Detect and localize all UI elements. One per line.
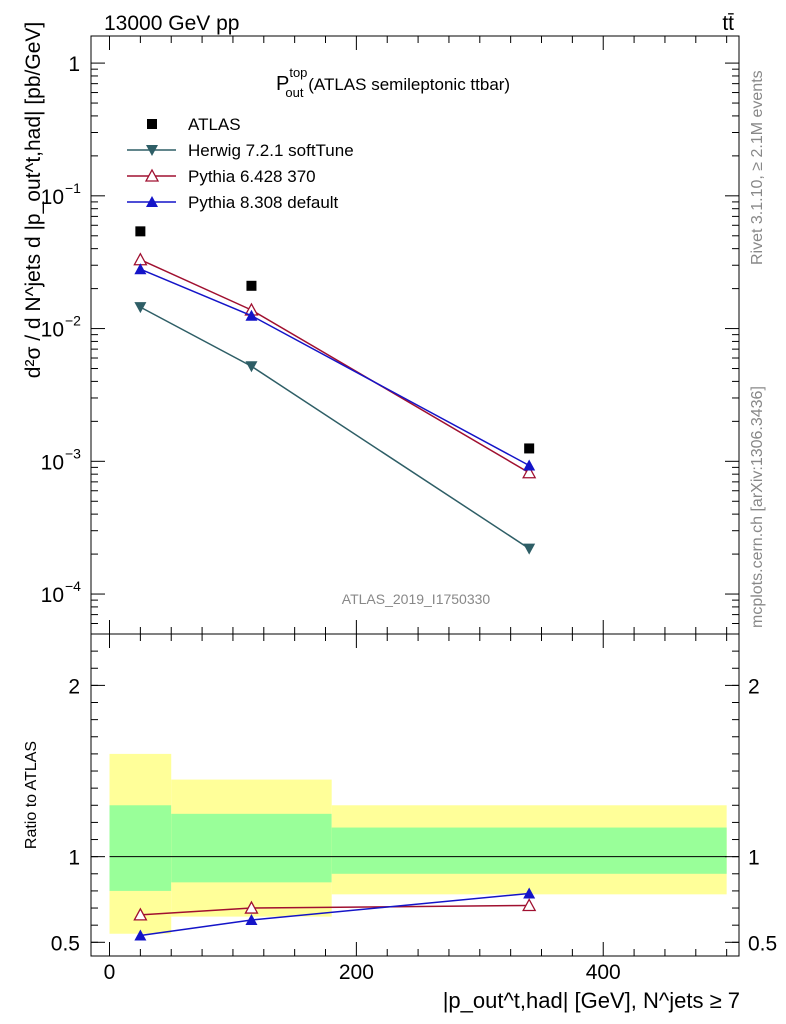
ratio-band-inner xyxy=(331,827,727,874)
main-point-herwig xyxy=(523,543,536,555)
legend: ATLAS Herwig 7.2.1 softTune Pythia 6.428 3… xyxy=(127,115,354,212)
plot-title-sup: top xyxy=(289,65,307,80)
main-y-tick-exponent: −3 xyxy=(65,445,81,461)
legend-label-herwig: Herwig 7.2.1 softTune xyxy=(188,141,354,160)
ratio-band-inner xyxy=(109,805,172,891)
main-y-tick-label: 1 xyxy=(68,53,80,76)
main-point-pythia8 xyxy=(245,309,258,321)
x-tick-label: 400 xyxy=(586,961,621,984)
plot-title-main: P xyxy=(276,73,289,95)
mcplots-label: mcplots.cern.ch [arXiv:1306.3436] xyxy=(749,386,766,628)
ratio-point-pythia6 xyxy=(244,900,259,914)
ratio-y-axis-label: Ratio to ATLAS xyxy=(23,741,40,849)
rivet-label: Rivet 3.1.10, ≥ 2.1M events xyxy=(749,70,766,265)
main-line-pythia8 xyxy=(140,268,530,467)
main-y-tick-exponent: −4 xyxy=(65,578,81,594)
main-point-pythia8 xyxy=(134,263,147,275)
legend-marker-herwig xyxy=(146,145,158,156)
ratio-point-pythia6 xyxy=(522,898,537,912)
ratio-y-tick-label: 2 xyxy=(68,675,80,698)
main-point-atlas xyxy=(246,280,257,291)
main-y-tick-exponent: −2 xyxy=(65,313,81,329)
axes-ticks: 110 −110 −210 −310 −42 21 10.5 0.50 200 400 xyxy=(41,36,777,984)
ratio-band-inner xyxy=(171,813,332,883)
ratio-y-tick-label: 0.5 xyxy=(51,932,80,955)
main-point-atlas xyxy=(135,226,146,237)
legend-marker-pythia6 xyxy=(144,168,160,182)
x-tick-label: 200 xyxy=(339,961,374,984)
legend-label-pythia8: Pythia 8.308 default xyxy=(188,193,339,212)
ratio-y-tick-label-right: 1 xyxy=(748,847,760,870)
analysis-id: ATLAS_2019_I1750330 xyxy=(342,591,491,607)
legend-marker-pythia8 xyxy=(146,196,158,207)
ratio-y-tick-label: 1 xyxy=(68,847,80,870)
plot-title-rest: (ATLAS semileptonic ttbar) xyxy=(304,75,511,94)
main-line-herwig xyxy=(140,306,530,550)
main-y-axis-label: d²σ / d N^jets d |p_out^t,had| [pb/GeV] xyxy=(22,22,45,378)
main-y-tick-label: 10 xyxy=(41,451,64,474)
main-point-herwig xyxy=(245,361,258,373)
ratio-point-pythia6 xyxy=(133,907,148,921)
main-point-atlas xyxy=(524,443,535,454)
ratio-y-tick-label-right: 0.5 xyxy=(748,932,777,955)
x-tick-label: 0 xyxy=(104,961,116,984)
main-point-pythia8 xyxy=(523,459,536,471)
ratio-point-pythia8 xyxy=(134,929,147,941)
legend-label-atlas: ATLAS xyxy=(188,115,241,134)
main-point-pythia6 xyxy=(522,465,537,479)
main-point-herwig xyxy=(134,302,147,314)
ratio-point-pythia8 xyxy=(523,887,536,899)
ratio-plot-frame xyxy=(90,633,740,957)
main-series xyxy=(133,226,537,555)
energy-label: 13000 GeV pp xyxy=(104,12,239,35)
main-line-pythia6 xyxy=(140,259,530,474)
plot-title-sub: out xyxy=(285,85,303,100)
ratio-uncertainty-bands xyxy=(109,753,727,934)
main-y-tick-label: 10 xyxy=(41,584,64,607)
plot-title: Ptop out (ATLAS semileptonic ttbar) xyxy=(276,65,510,100)
main-point-pythia6 xyxy=(133,252,148,266)
main-y-tick-label: 10 xyxy=(41,186,64,209)
x-axis-label: |p_out^t,had| [GeV], N^jets ≥ 7 xyxy=(443,988,740,1013)
main-y-tick-label: 10 xyxy=(41,319,64,342)
legend-marker-atlas xyxy=(147,119,157,129)
main-y-tick-exponent: −1 xyxy=(65,180,81,196)
ratio-series xyxy=(133,887,537,941)
process-label: tt̄ xyxy=(722,12,734,35)
ratio-point-pythia8 xyxy=(245,914,258,926)
legend-label-pythia6: Pythia 6.428 370 xyxy=(188,167,316,186)
ratio-y-tick-label-right: 2 xyxy=(748,675,760,698)
